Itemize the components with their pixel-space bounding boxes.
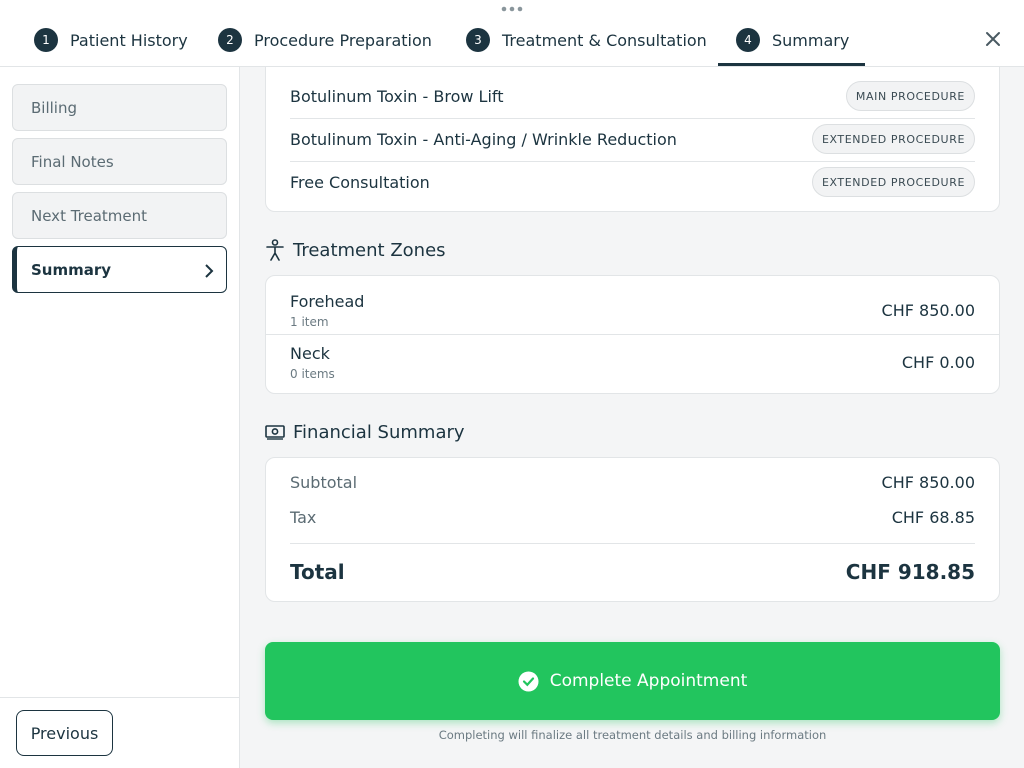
heading-text: Financial Summary <box>293 421 465 443</box>
zones-card: Forehead 1 item CHF 850.00 Neck 0 items CHF … <box>265 275 1000 394</box>
complete-button[interactable]: Complete Appointment <box>265 642 1000 720</box>
step-label: Treatment & Consultation <box>502 30 707 50</box>
total-label: Total <box>290 560 345 584</box>
section-heading: Treatment Zones <box>265 238 446 262</box>
step-number: 1 <box>34 28 58 52</box>
procedure-row: Botulinum Toxin - Anti-Aging / Wrinkle R… <box>290 124 975 154</box>
step-tab[interactable]: 1 Patient History <box>34 26 188 54</box>
financial-row: Tax CHF 68.85 <box>290 505 975 529</box>
step-label: Procedure Preparation <box>254 30 432 50</box>
financial-card: Subtotal CHF 850.00 Tax CHF 68.85 Total CHF… <box>265 457 1000 602</box>
nav-item[interactable]: Billing <box>12 84 227 131</box>
section-heading: Financial Summary <box>265 420 465 444</box>
total-row: Total CHF 918.85 <box>290 558 975 586</box>
zone-amount: CHF 850.00 <box>881 300 975 320</box>
zone-name: Neck <box>290 343 330 363</box>
procedure-badge: MAIN PROCEDURE <box>845 81 975 111</box>
zone-amount: CHF 0.00 <box>901 352 975 372</box>
procedure-row: Free Consultation EXTENDED PROCEDURE <box>290 167 975 197</box>
procedure-badge: EXTENDED PROCEDURE <box>811 124 975 154</box>
sidebar: Billing Final Notes Next Treatment Summa… <box>0 67 240 768</box>
step-tab[interactable]: 4 Summary <box>736 26 849 54</box>
procedure-name: Free Consultation <box>290 172 430 192</box>
procedure-name: Botulinum Toxin - Brow Lift <box>290 86 504 106</box>
procedure-row: Botulinum Toxin - Brow Lift MAIN PROCEDUR… <box>290 81 975 111</box>
close-button[interactable] <box>985 31 1001 47</box>
step-number: 3 <box>466 28 490 52</box>
divider <box>266 334 999 335</box>
money-icon <box>265 425 285 440</box>
zone-row: Neck 0 items CHF 0.00 <box>290 342 975 382</box>
nav-label: Summary <box>31 260 112 279</box>
procedures-card: Botulinum Toxin - Brow Lift MAIN PROCEDUR… <box>265 50 1000 212</box>
nav-item[interactable]: Next Treatment <box>12 192 227 239</box>
total-amount: CHF 918.85 <box>845 560 975 584</box>
step-number: 4 <box>736 28 760 52</box>
divider <box>290 543 975 544</box>
financial-amount: CHF 850.00 <box>881 472 975 492</box>
stepper-header: 1 Patient History 2 Procedure Preparation … <box>0 0 1024 67</box>
active-tab-indicator <box>718 63 865 66</box>
financial-row: Subtotal CHF 850.00 <box>290 470 975 494</box>
step-label: Summary <box>772 30 850 50</box>
button-label: Complete Appointment <box>549 671 748 691</box>
previous-button[interactable]: Previous <box>16 710 113 756</box>
divider <box>290 118 975 119</box>
check-icon <box>518 671 539 691</box>
procedure-badge: EXTENDED PROCEDURE <box>811 167 975 197</box>
body-icon <box>266 239 284 261</box>
zone-count: 1 item <box>290 314 329 329</box>
heading-text: Treatment Zones <box>293 239 446 261</box>
zone-count: 0 items <box>290 366 335 381</box>
step-number: 2 <box>218 28 242 52</box>
helper-note: Completing will finalize all treatment d… <box>438 728 827 742</box>
chevron <box>205 264 214 278</box>
step-tab[interactable]: 2 Procedure Preparation <box>218 26 432 54</box>
nav-item-active[interactable]: Summary <box>12 246 227 293</box>
procedure-name: Botulinum Toxin - Anti-Aging / Wrinkle R… <box>290 129 677 149</box>
divider <box>290 161 975 162</box>
nav-item[interactable]: Final Notes <box>12 138 227 185</box>
drag-handle[interactable] <box>500 5 524 13</box>
divider <box>0 697 239 698</box>
step-label: Patient History <box>70 30 188 50</box>
step-tab[interactable]: 3 Treatment & Consultation <box>466 26 707 54</box>
zone-row: Forehead 1 item CHF 850.00 <box>290 290 975 330</box>
financial-label: Tax <box>290 507 317 527</box>
financial-label: Subtotal <box>290 472 358 492</box>
zone-name: Forehead <box>290 291 365 311</box>
financial-amount: CHF 68.85 <box>891 507 975 527</box>
